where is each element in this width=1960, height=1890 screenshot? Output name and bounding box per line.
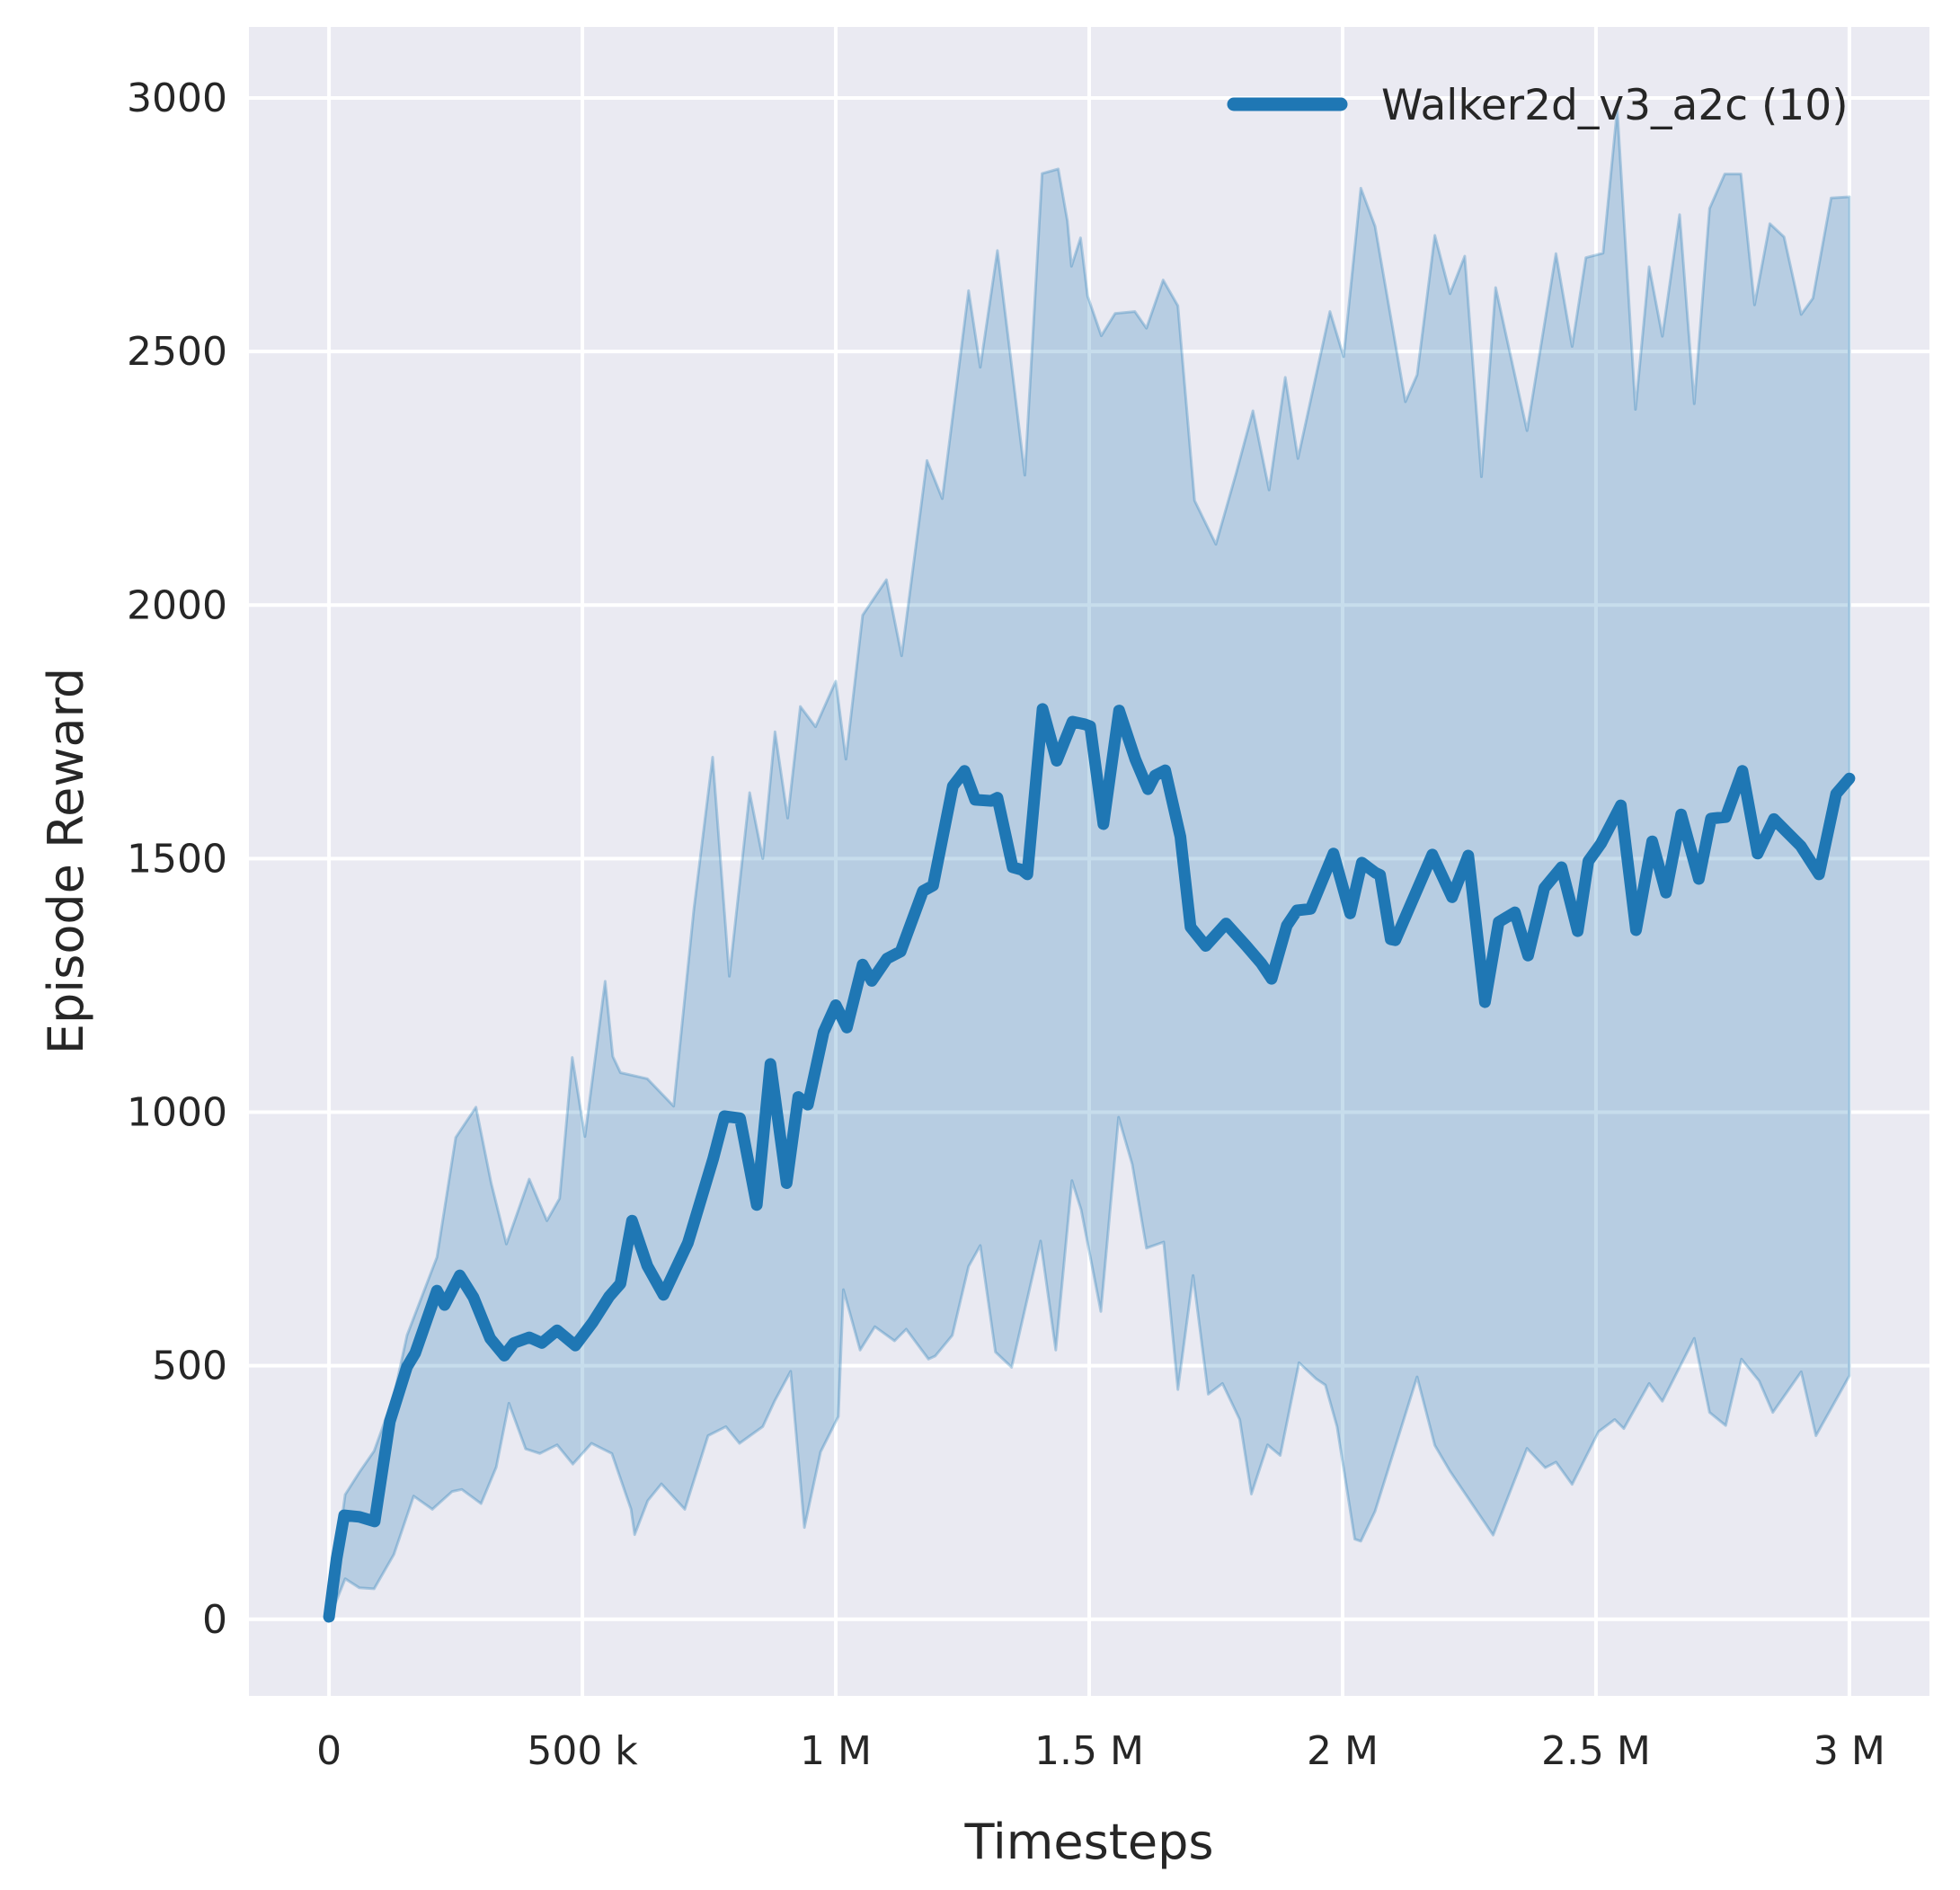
x-tick-label: 0 bbox=[316, 1728, 341, 1774]
y-axis-label: Episode Reward bbox=[38, 668, 94, 1054]
y-tick-label: 1500 bbox=[127, 836, 227, 882]
x-axis-label: Timesteps bbox=[963, 1814, 1213, 1870]
y-tick-label: 500 bbox=[152, 1344, 227, 1389]
y-tick-label: 2000 bbox=[127, 582, 227, 628]
x-tick-label: 2.5 M bbox=[1541, 1728, 1651, 1774]
mean-reward-line bbox=[323, 703, 1856, 1623]
confidence-band bbox=[327, 107, 1851, 1621]
x-tick-label: 1 M bbox=[800, 1728, 872, 1774]
y-tick-label: 0 bbox=[202, 1597, 227, 1643]
x-tick-label: 3 M bbox=[1814, 1728, 1885, 1774]
y-tick-label: 3000 bbox=[127, 75, 227, 121]
y-tick-label: 2500 bbox=[127, 329, 227, 375]
legend-label: Walker2d_v3_a2c (10) bbox=[1381, 81, 1849, 130]
x-tick-label: 1.5 M bbox=[1034, 1728, 1144, 1774]
x-tick-label: 500 k bbox=[527, 1728, 638, 1774]
x-tick-label: 2 M bbox=[1307, 1728, 1379, 1774]
y-tick-label: 1000 bbox=[127, 1090, 227, 1136]
